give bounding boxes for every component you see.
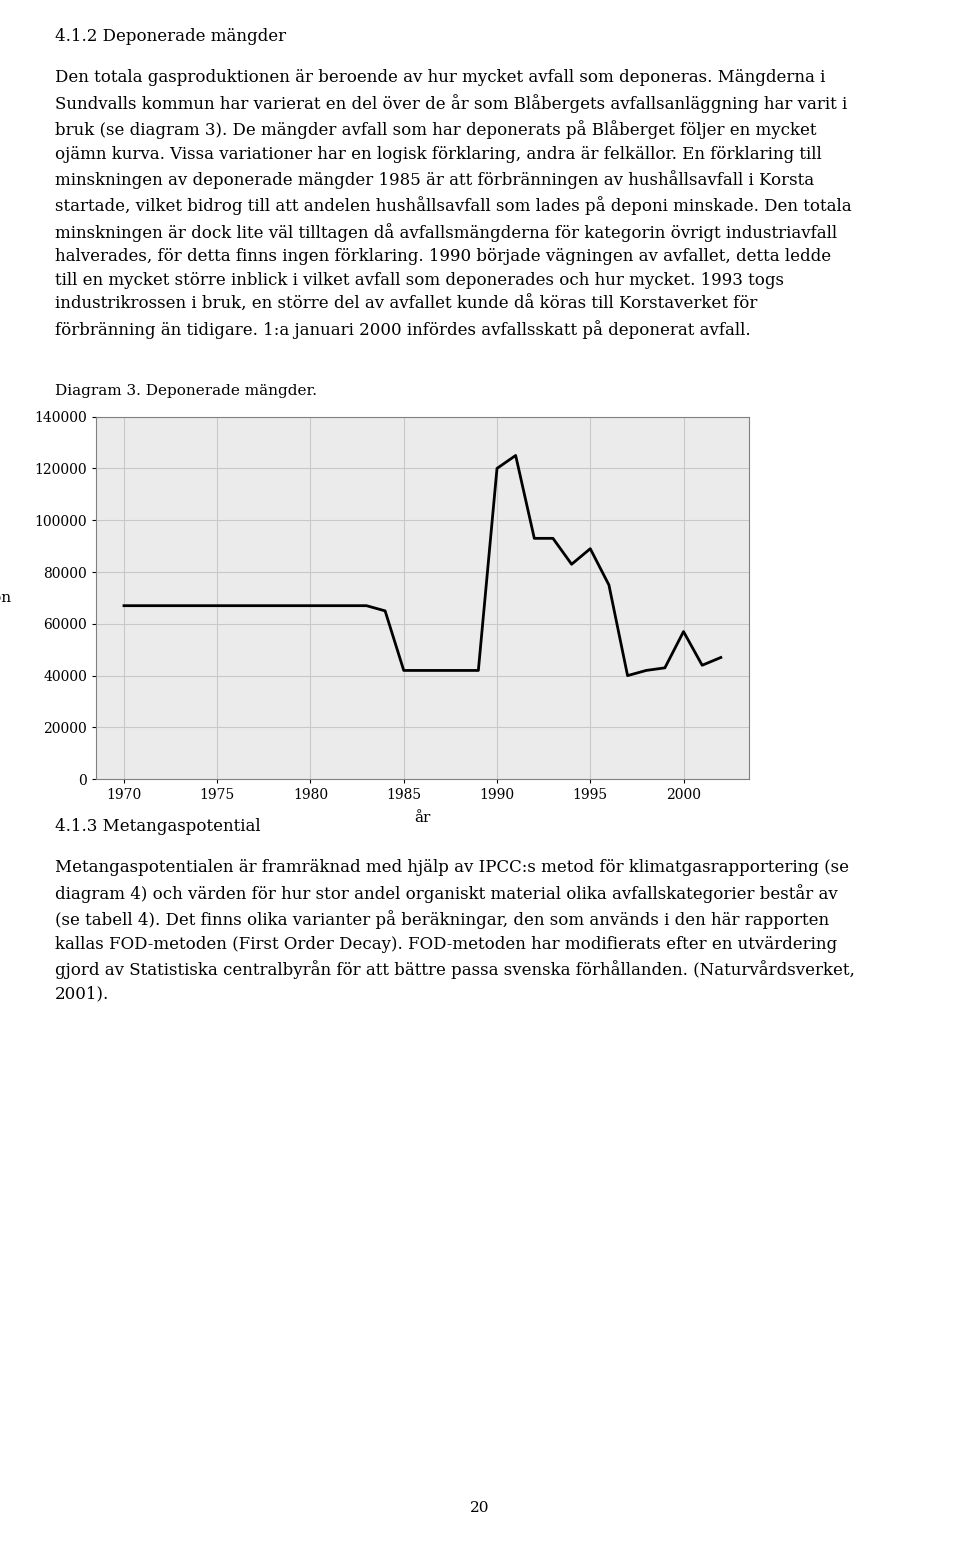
Text: Diagram 3. Deponerade mängder.: Diagram 3. Deponerade mängder. bbox=[55, 384, 317, 398]
Text: Den totala gasproduktionen är beroende av hur mycket avfall som deponeras. Mängd: Den totala gasproduktionen är beroende a… bbox=[55, 69, 852, 339]
Y-axis label: ton: ton bbox=[0, 591, 12, 605]
Text: 4.1.2 Deponerade mängder: 4.1.2 Deponerade mängder bbox=[55, 28, 286, 45]
Text: Metangaspotentialen är framräknad med hjälp av IPCC:s metod för klimatgasrapport: Metangaspotentialen är framräknad med hj… bbox=[55, 859, 854, 1003]
X-axis label: år: år bbox=[414, 810, 431, 824]
Text: 4.1.3 Metangaspotential: 4.1.3 Metangaspotential bbox=[55, 818, 260, 835]
Text: 20: 20 bbox=[470, 1501, 490, 1515]
